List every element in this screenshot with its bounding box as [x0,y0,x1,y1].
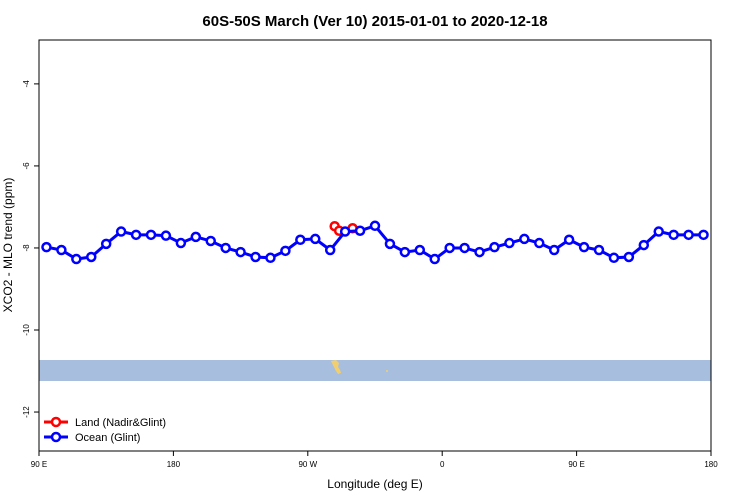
point [384,238,396,250]
point [459,242,470,254]
x-tick-label: 0 [440,460,445,469]
point [295,234,306,246]
legend-marker [50,416,62,428]
point [190,231,202,243]
point [369,220,381,232]
y-tick-label: -4 [22,80,31,88]
y-axis-label: XCO2 - MLO trend (ppm) [1,178,15,313]
point [608,252,620,264]
point [145,229,157,241]
land-shape [331,360,341,374]
legend-label: Land (Nadir&Glint) [75,417,166,429]
point [220,242,231,254]
point [280,245,291,257]
point [265,252,276,264]
point [489,241,500,253]
point [578,241,590,253]
chart-title: 60S-50S March (Ver 10) 2015-01-01 to 202… [202,13,547,30]
point [414,244,426,256]
point [698,229,709,241]
legend-marker [50,431,62,443]
point [250,251,261,263]
point [429,253,440,265]
x-axis-label: Longitude (deg E) [327,477,422,491]
point [548,244,560,256]
y-tick-label: -6 [22,162,31,170]
y-tick-label: -10 [22,324,31,336]
point [653,226,664,237]
point [399,246,411,258]
map-strip [39,360,711,381]
point [175,237,187,249]
point [668,229,679,241]
legend-label: Ocean (Glint) [75,432,140,444]
x-tick-label: 180 [167,460,181,469]
point [354,225,366,236]
point [683,229,694,241]
point [474,246,485,258]
plot-frame [38,39,712,452]
point [638,239,650,251]
point [534,237,545,249]
point [324,244,336,256]
y-tick-label: -12 [22,406,31,418]
point [56,244,67,256]
point [519,233,530,245]
point [130,229,142,241]
land-shape [386,370,388,372]
point [593,244,605,256]
point [205,235,216,247]
point [115,226,127,237]
x-tick-label: 90 W [298,460,317,469]
point [504,237,515,249]
point [160,230,172,241]
y-tick-label: -8 [22,244,31,252]
point [310,233,321,245]
point [623,251,635,263]
point [71,253,82,265]
point [41,241,52,253]
x-tick-label: 90 E [568,460,584,469]
x-tick-label: 180 [704,460,718,469]
x-tick-label: 90 E [31,460,47,469]
point [86,251,97,263]
point [563,234,575,246]
point [100,238,112,250]
point [339,226,351,237]
point [235,246,246,258]
point [444,242,455,254]
